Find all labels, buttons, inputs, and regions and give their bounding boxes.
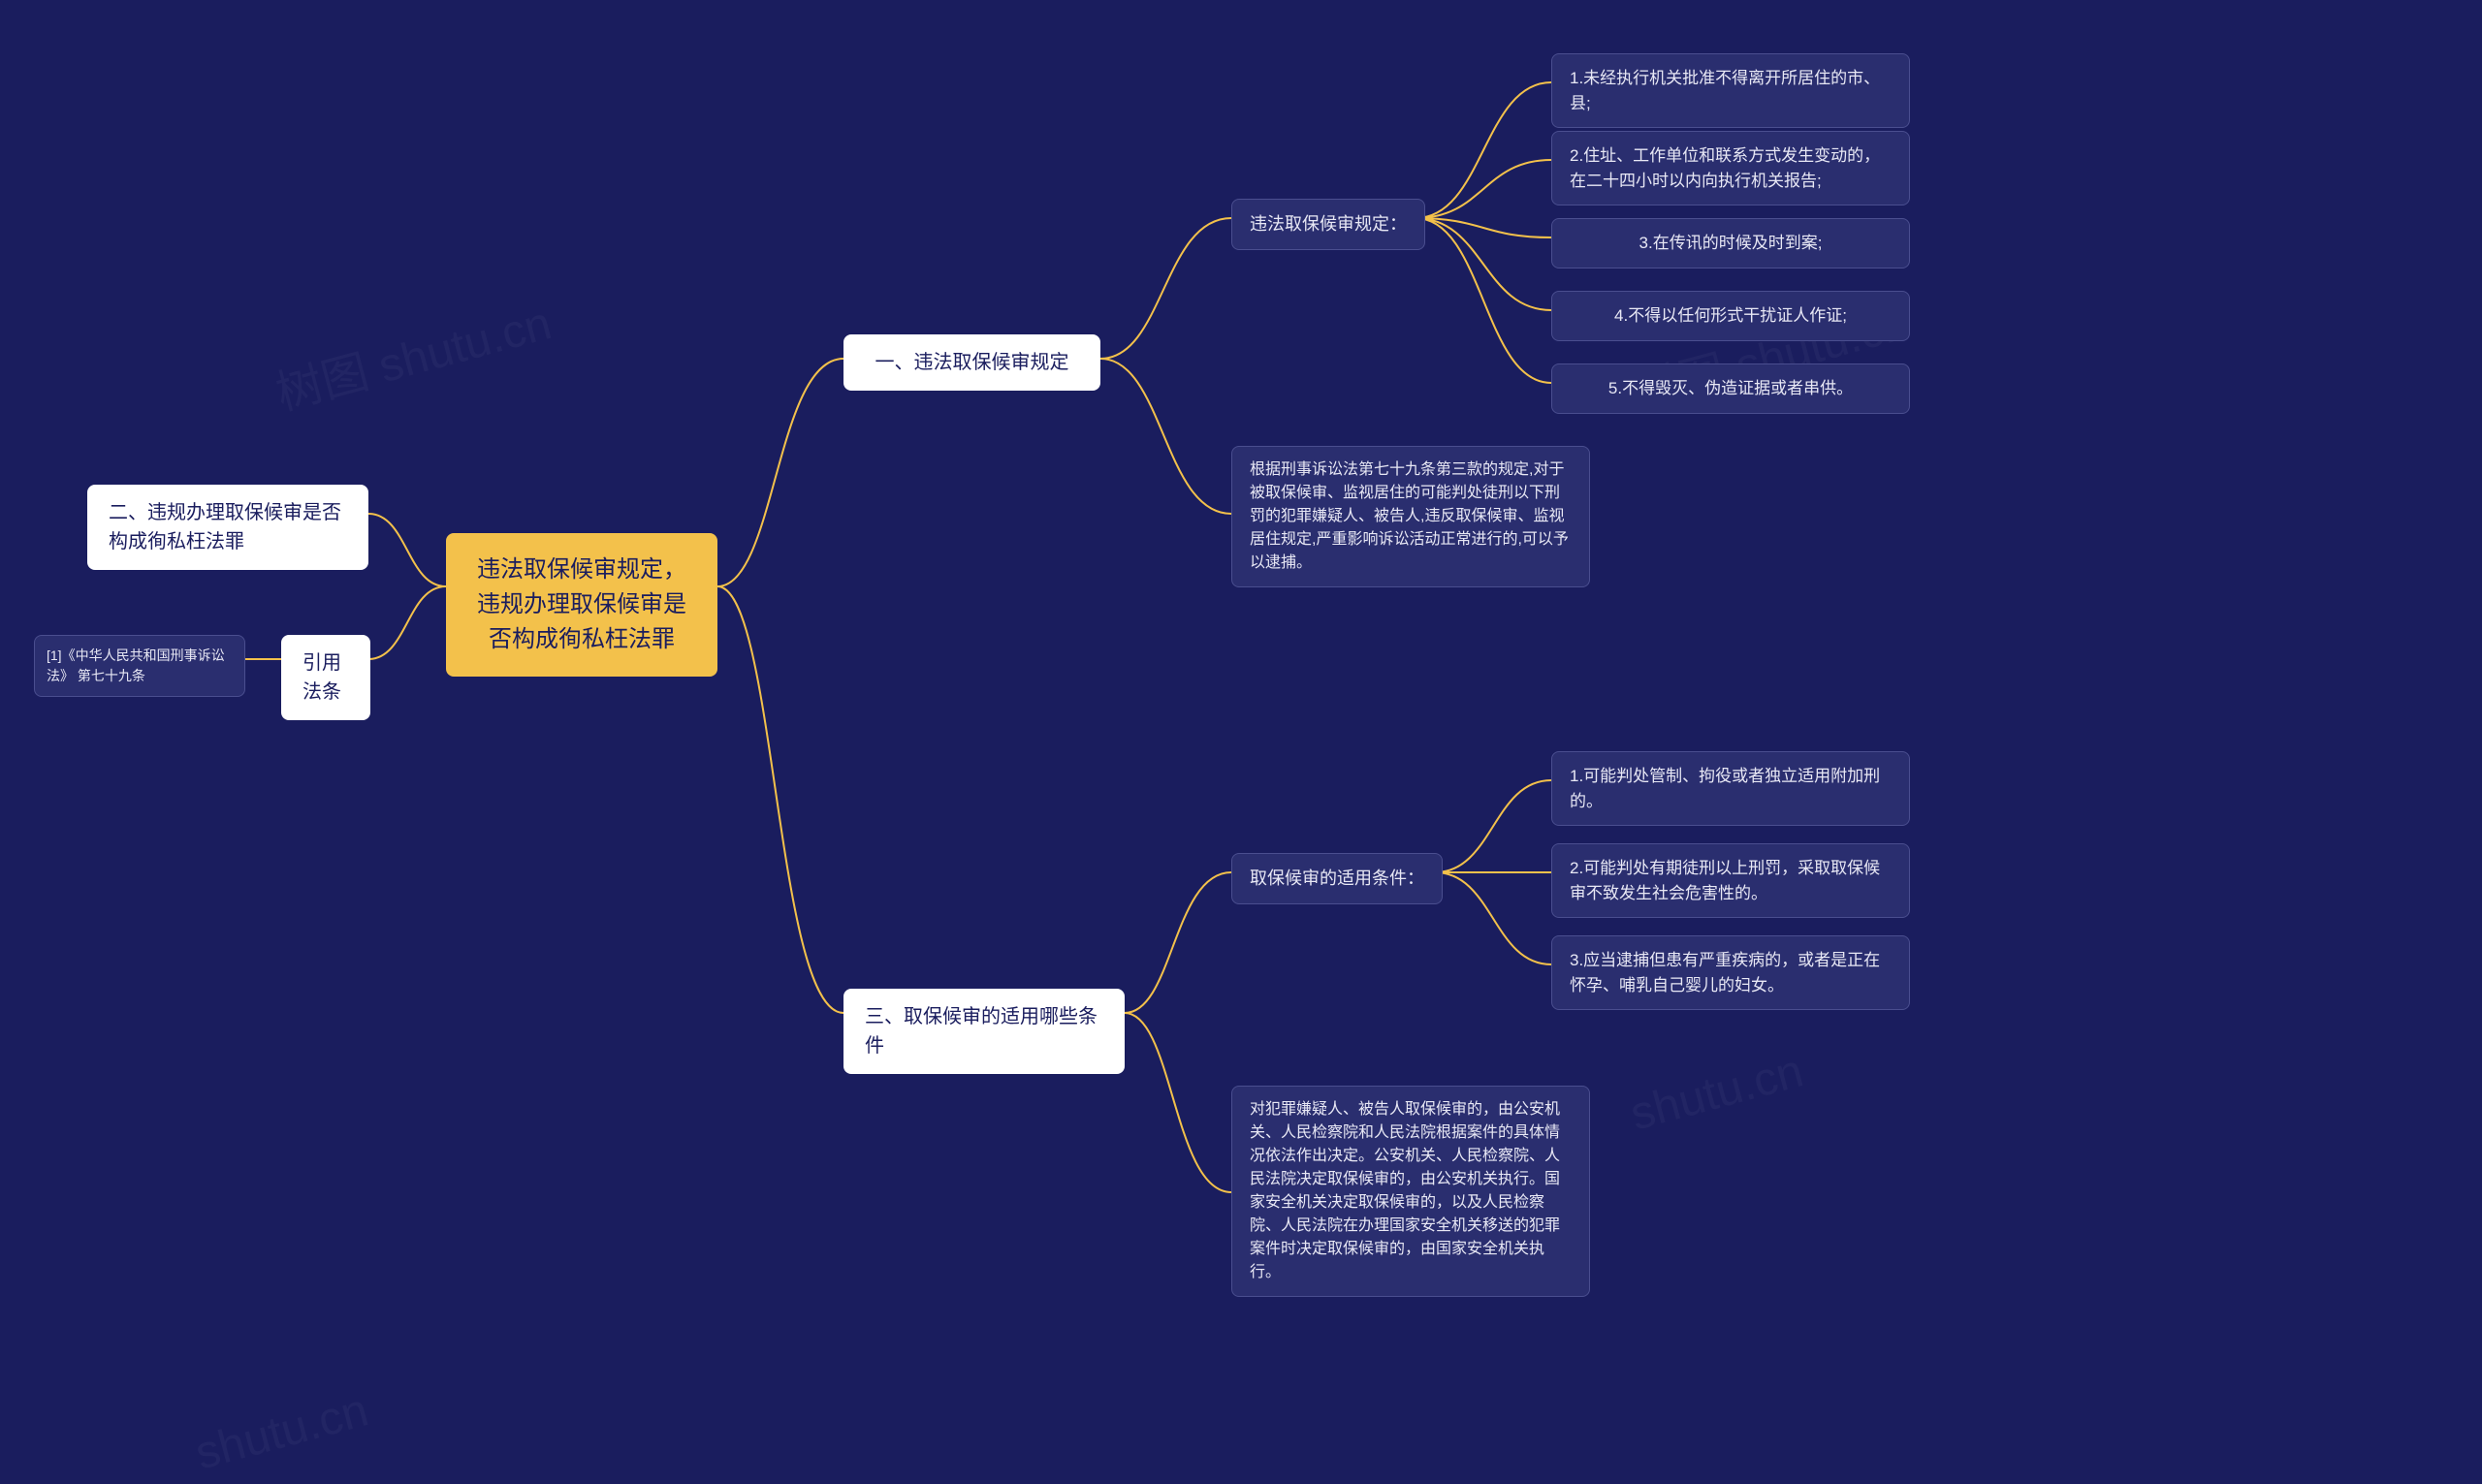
branch-one-item-1: 2.住址、工作单位和联系方式发生变动的，在二十四小时以内向执行机关报告;: [1551, 131, 1910, 205]
branch-three-extra: 对犯罪嫌疑人、被告人取保候审的，由公安机关、人民检察院和人民法院根据案件的具体情…: [1231, 1086, 1590, 1297]
branch-three-label: 三、取保候审的适用哪些条件: [865, 1002, 1103, 1060]
branch-three-sub: 取保候审的适用条件：: [1231, 853, 1443, 904]
branch-two: 二、违规办理取保候审是否构成徇私枉法罪: [87, 485, 368, 570]
branch-one-item-0-text: 1.未经执行机关批准不得离开所居住的市、县;: [1570, 66, 1892, 115]
branch-three: 三、取保候审的适用哪些条件: [843, 989, 1125, 1074]
branch-one-item-1-text: 2.住址、工作单位和联系方式发生变动的，在二十四小时以内向执行机关报告;: [1570, 143, 1892, 193]
root-text: 违法取保候审规定，违规办理取保候审是否构成徇私枉法罪: [469, 553, 694, 657]
branch-refs: 引用法条: [281, 635, 370, 720]
branch-one-item-3: 4.不得以任何形式干扰证人作证;: [1551, 291, 1910, 341]
branch-one-extra-text: 根据刑事诉讼法第七十九条第三款的规定,对于被取保候审、监视居住的可能判处徒刑以下…: [1250, 458, 1572, 575]
root-node: 违法取保候审规定，违规办理取保候审是否构成徇私枉法罪: [446, 533, 717, 677]
watermark: 树图 shutu.cn: [268, 285, 557, 424]
branch-one-item-4: 5.不得毁灭、伪造证据或者串供。: [1551, 363, 1910, 414]
branch-one-item-3-text: 4.不得以任何形式干扰证人作证;: [1614, 303, 1847, 329]
branch-one-item-2-text: 3.在传讯的时候及时到案;: [1639, 231, 1823, 256]
branch-one-item-2: 3.在传讯的时候及时到案;: [1551, 218, 1910, 268]
branch-one-sub-label: 违法取保候审规定：: [1250, 211, 1407, 237]
branch-three-sub-label: 取保候审的适用条件：: [1250, 866, 1424, 892]
branch-two-label: 二、违规办理取保候审是否构成徇私枉法罪: [109, 498, 347, 556]
branch-one-item-0: 1.未经执行机关批准不得离开所居住的市、县;: [1551, 53, 1910, 128]
branch-one-item-4-text: 5.不得毁灭、伪造证据或者串供。: [1608, 376, 1853, 401]
branch-refs-label: 引用法条: [302, 648, 349, 707]
branch-one-extra: 根据刑事诉讼法第七十九条第三款的规定,对于被取保候审、监视居住的可能判处徒刑以下…: [1231, 446, 1590, 587]
watermark: shutu.cn: [190, 1383, 374, 1480]
branch-three-item-0-text: 1.可能判处管制、拘役或者独立适用附加刑的。: [1570, 764, 1892, 813]
branch-three-item-2: 3.应当逮捕但患有严重疾病的，或者是正在怀孕、哺乳自己婴儿的妇女。: [1551, 935, 1910, 1010]
branch-one-label: 一、违法取保候审规定: [875, 348, 1069, 377]
branch-three-item-1: 2.可能判处有期徒刑以上刑罚，采取取保候审不致发生社会危害性的。: [1551, 843, 1910, 918]
branch-three-item-2-text: 3.应当逮捕但患有严重疾病的，或者是正在怀孕、哺乳自己婴儿的妇女。: [1570, 948, 1892, 997]
branch-three-item-1-text: 2.可能判处有期徒刑以上刑罚，采取取保候审不致发生社会危害性的。: [1570, 856, 1892, 905]
ref-item-0-text: [1]《中华人民共和国刑事诉讼法》 第七十九条: [47, 646, 233, 686]
ref-item-0: [1]《中华人民共和国刑事诉讼法》 第七十九条: [34, 635, 245, 697]
branch-one-sub: 违法取保候审规定：: [1231, 199, 1425, 250]
watermark: shutu.cn: [1625, 1044, 1809, 1141]
branch-three-extra-text: 对犯罪嫌疑人、被告人取保候审的，由公安机关、人民检察院和人民法院根据案件的具体情…: [1250, 1098, 1572, 1284]
branch-three-item-0: 1.可能判处管制、拘役或者独立适用附加刑的。: [1551, 751, 1910, 826]
branch-one: 一、违法取保候审规定: [843, 334, 1100, 391]
